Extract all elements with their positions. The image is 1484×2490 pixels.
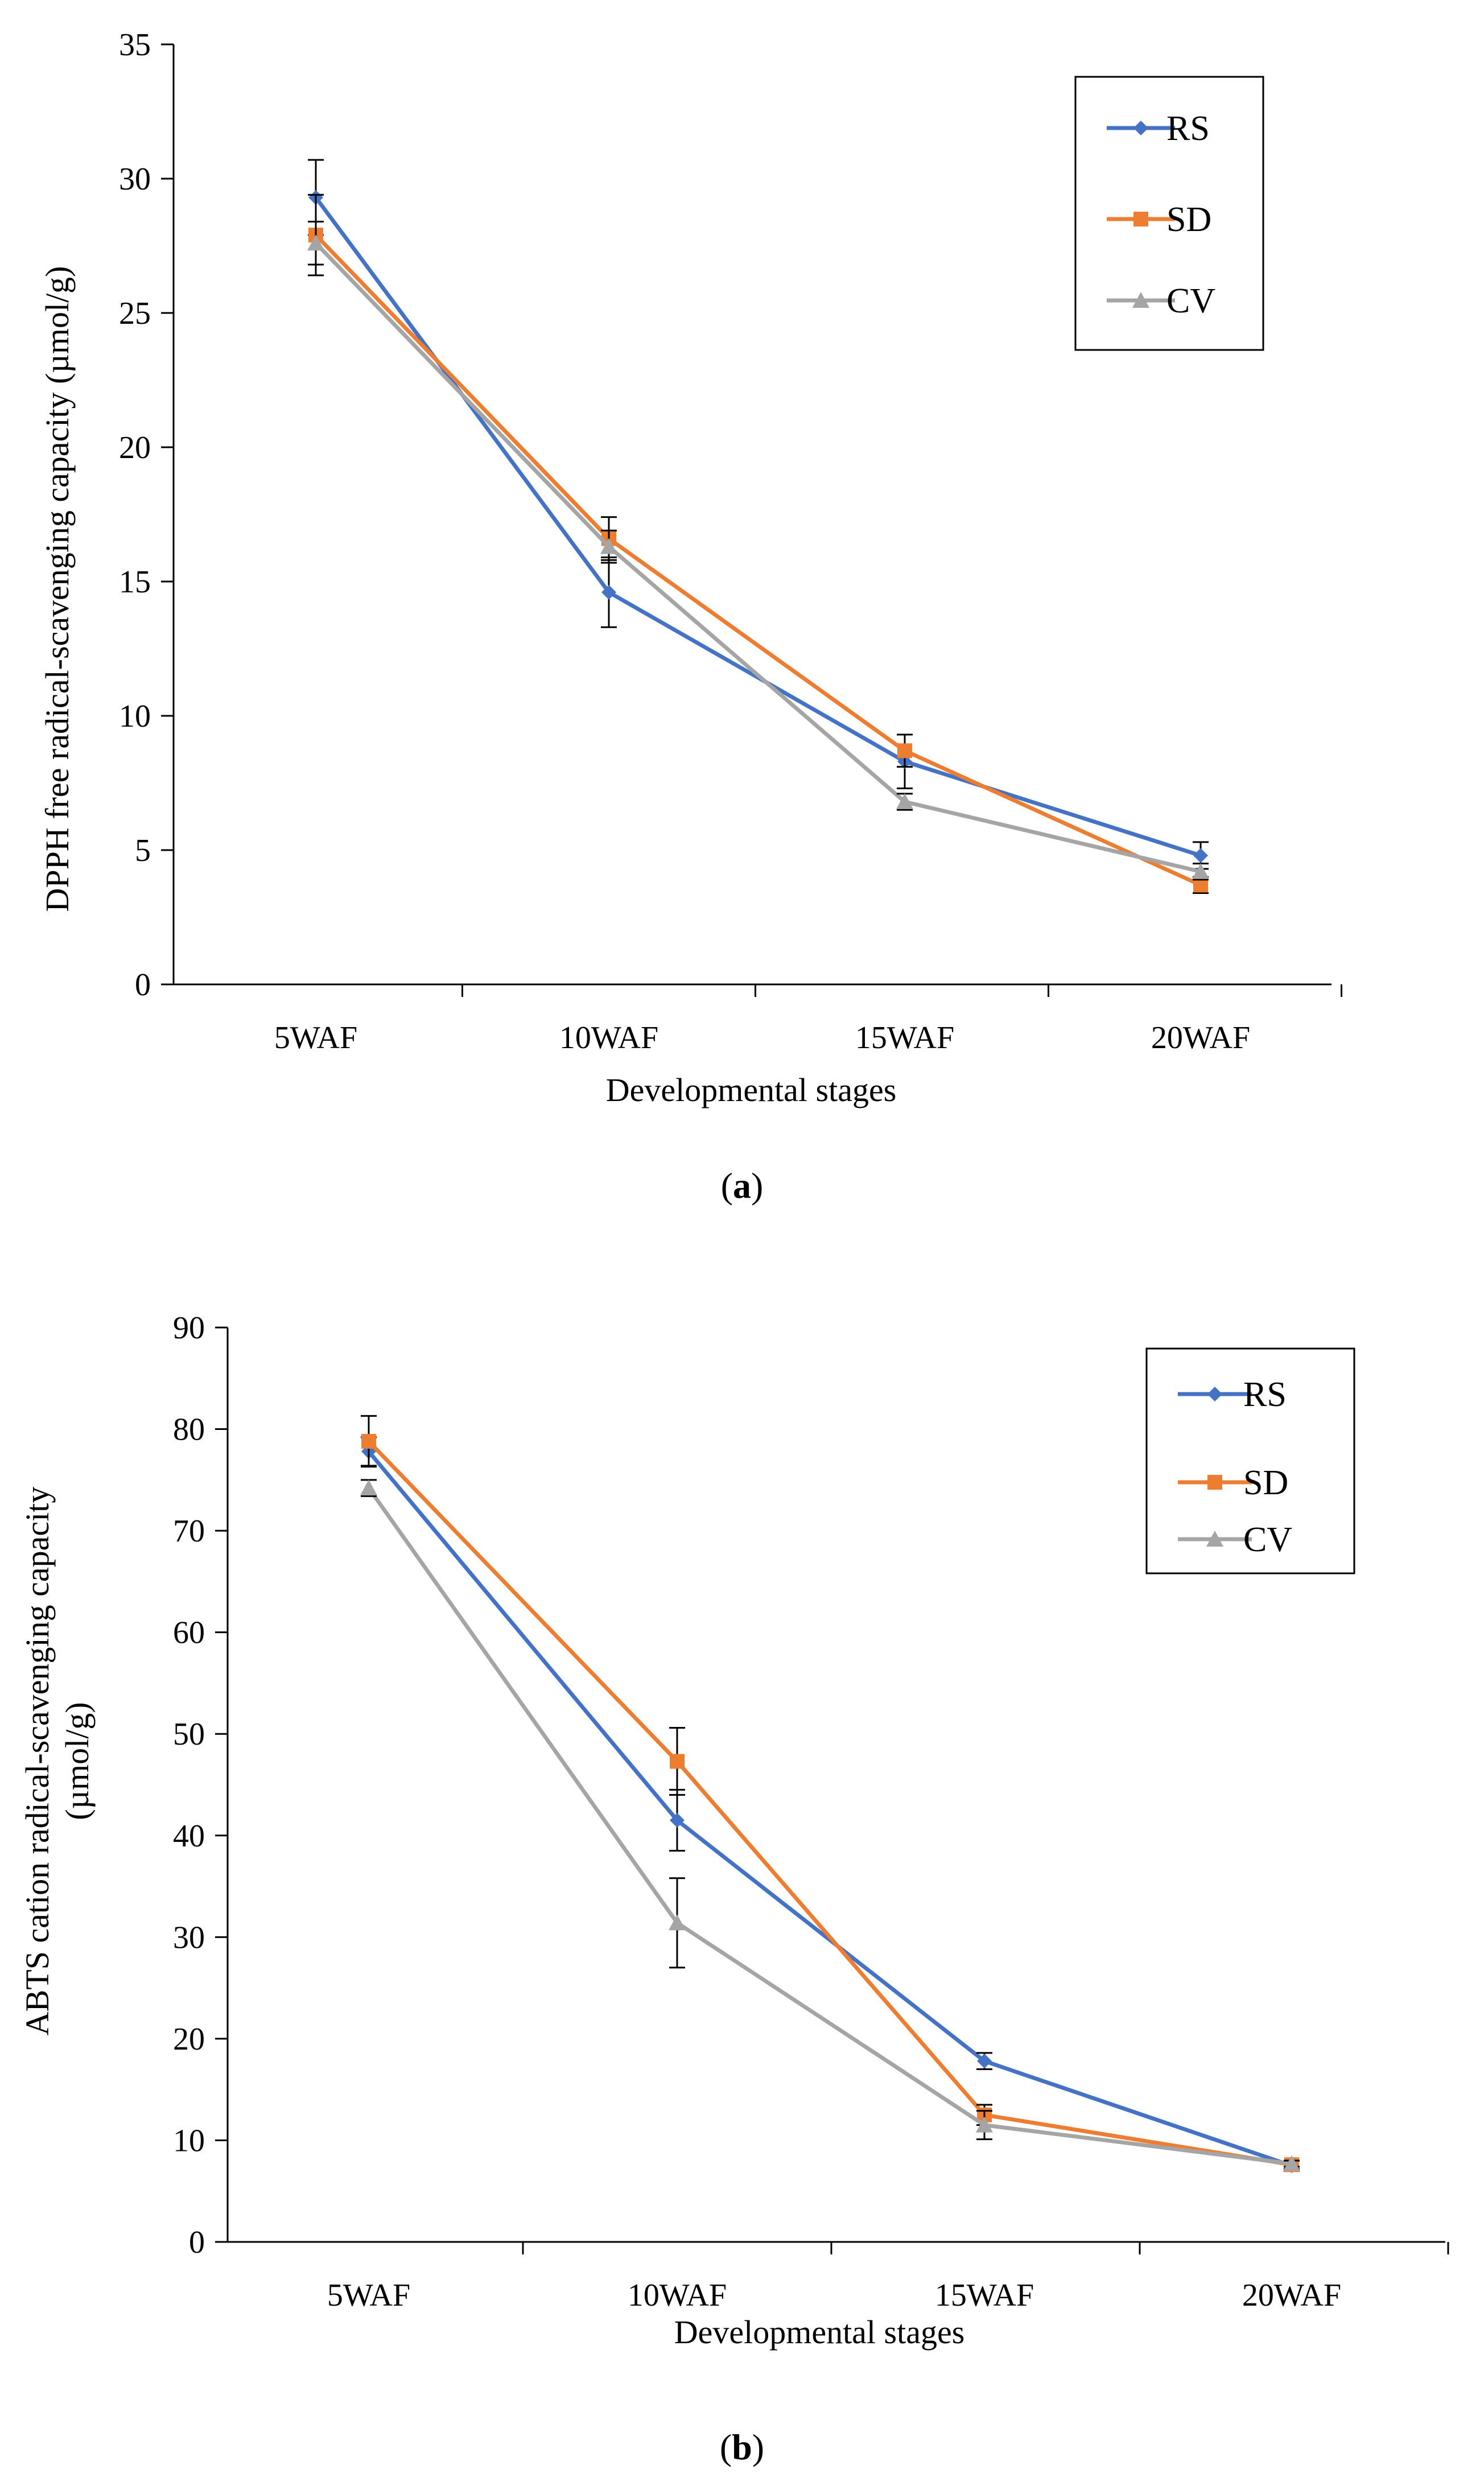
- legend-rs-label: RS: [1243, 1375, 1287, 1414]
- chart-b-y-ticks: 0 10 20 30 40 50 60 70 80 90: [173, 1310, 228, 2260]
- series-cv-point: [669, 1914, 686, 1931]
- series-cv-point: [600, 538, 617, 554]
- legend-cv-marker: [1132, 292, 1149, 308]
- legend-box: [1074, 76, 1264, 351]
- chart-a-x-axis-label: Developmental stages: [606, 1071, 897, 1108]
- series-cv-point: [360, 1479, 377, 1496]
- series-rs-point: [601, 584, 616, 600]
- y-tick-label: 25: [119, 296, 151, 331]
- legend-sd-marker: [1133, 212, 1148, 226]
- chart-b-y-axis-label-line1: ABTS cation radical-scavenging capacity: [19, 1487, 56, 2036]
- series-cv-point: [976, 2116, 993, 2133]
- y-tick-label: 40: [173, 1819, 205, 1854]
- series-rs-line: [314, 196, 1202, 858]
- chart-a-y-ticks: 0 5 10 15 20 25 30 35: [119, 27, 174, 1003]
- y-tick-label: 0: [189, 2225, 205, 2260]
- series-sd: [308, 193, 1209, 894]
- y-tick-label: 30: [173, 1920, 205, 1955]
- y-tick-label: 50: [173, 1717, 205, 1752]
- x-tick-label: 20WAF: [1242, 2278, 1341, 2313]
- chart-a-caption: (a): [721, 1165, 764, 1206]
- chart-a-y-axis-label: DPPH free radical-scavenging capacity (µ…: [39, 266, 76, 912]
- legend-cv-label: CV: [1166, 282, 1215, 320]
- legend-rs-label: RS: [1166, 109, 1210, 148]
- series-rs-point: [1193, 848, 1208, 863]
- y-tick-label: 0: [135, 967, 151, 1003]
- legend-box: [1145, 1347, 1355, 1574]
- chart-a-axes: [172, 44, 1332, 986]
- series-cv-line: [314, 241, 1201, 874]
- series-rs-point: [670, 1812, 685, 1828]
- legend-cv-label: CV: [1243, 1520, 1292, 1559]
- y-tick-label: 20: [173, 2022, 205, 2057]
- y-tick-label: 35: [119, 27, 151, 63]
- series-cv-point: [307, 234, 324, 251]
- x-tick-label: 5WAF: [327, 2278, 410, 2313]
- series-cv: [307, 221, 1209, 881]
- y-tick-label: 10: [119, 699, 151, 734]
- legend-rs-marker: [1207, 1387, 1222, 1401]
- y-tick-label: 15: [119, 564, 151, 600]
- y-tick-label: 30: [119, 162, 151, 197]
- series-sd-point: [897, 743, 912, 758]
- y-tick-label: 80: [173, 1412, 205, 1448]
- chart-b-y-axis-label-line2: (µmol/g): [59, 1702, 96, 1820]
- y-tick-label: 20: [119, 430, 151, 465]
- y-tick-label: 70: [173, 1514, 205, 1549]
- legend-rs-marker: [1133, 121, 1148, 135]
- legend-sd-label: SD: [1166, 200, 1211, 239]
- series-rs-point: [977, 2054, 992, 2069]
- y-tick-label: 5: [135, 833, 151, 868]
- series-cv-line: [367, 1487, 1292, 2166]
- legend-sd-marker: [1207, 1475, 1222, 1490]
- chart-b-legend: RS SD CV: [1145, 1347, 1355, 1574]
- x-tick-label: 15WAF: [855, 1020, 954, 1056]
- series-cv-point: [896, 793, 913, 810]
- series-sd-point: [670, 1754, 685, 1769]
- series-sd-line: [367, 1440, 1292, 2167]
- chart-a-legend: RS SD CV: [1074, 76, 1264, 351]
- series-cv-point: [1283, 2155, 1300, 2171]
- x-tick-label: 20WAF: [1151, 1020, 1250, 1056]
- y-tick-label: 60: [173, 1615, 205, 1651]
- series-rs: [308, 159, 1209, 870]
- y-tick-label: 90: [173, 1310, 205, 1346]
- legend-cv-marker: [1206, 1531, 1223, 1547]
- x-tick-label: 15WAF: [935, 2278, 1034, 2313]
- chart-b-series: [360, 1415, 1300, 2174]
- chart-b-caption: (b): [720, 2427, 764, 2467]
- chart-a: 0 5 10 15 20 25 30 35 5WAF 10WAF 15WAF 20WAF Devel…: [39, 27, 1342, 1206]
- chart-a-x-ticks: 5WAF 10WAF 15WAF 20WAF: [274, 984, 1342, 1056]
- chart-b-x-ticks: 5WAF 10WAF 15WAF 20WAF: [327, 2242, 1449, 2313]
- series-cv: [360, 1479, 1300, 2171]
- y-tick-label: 10: [173, 2123, 205, 2158]
- chart-a-series: [307, 159, 1209, 894]
- x-tick-label: 10WAF: [559, 1020, 658, 1056]
- x-tick-label: 5WAF: [274, 1020, 357, 1056]
- series-sd-point: [361, 1433, 376, 1449]
- series-sd-line: [314, 233, 1202, 887]
- chart-b-axes: [226, 1328, 1445, 2243]
- series-cv-point: [1192, 863, 1209, 879]
- legend-sd-label: SD: [1243, 1464, 1288, 1502]
- chart-b-x-axis-label: Developmental stages: [674, 2314, 965, 2351]
- x-tick-label: 10WAF: [628, 2278, 727, 2313]
